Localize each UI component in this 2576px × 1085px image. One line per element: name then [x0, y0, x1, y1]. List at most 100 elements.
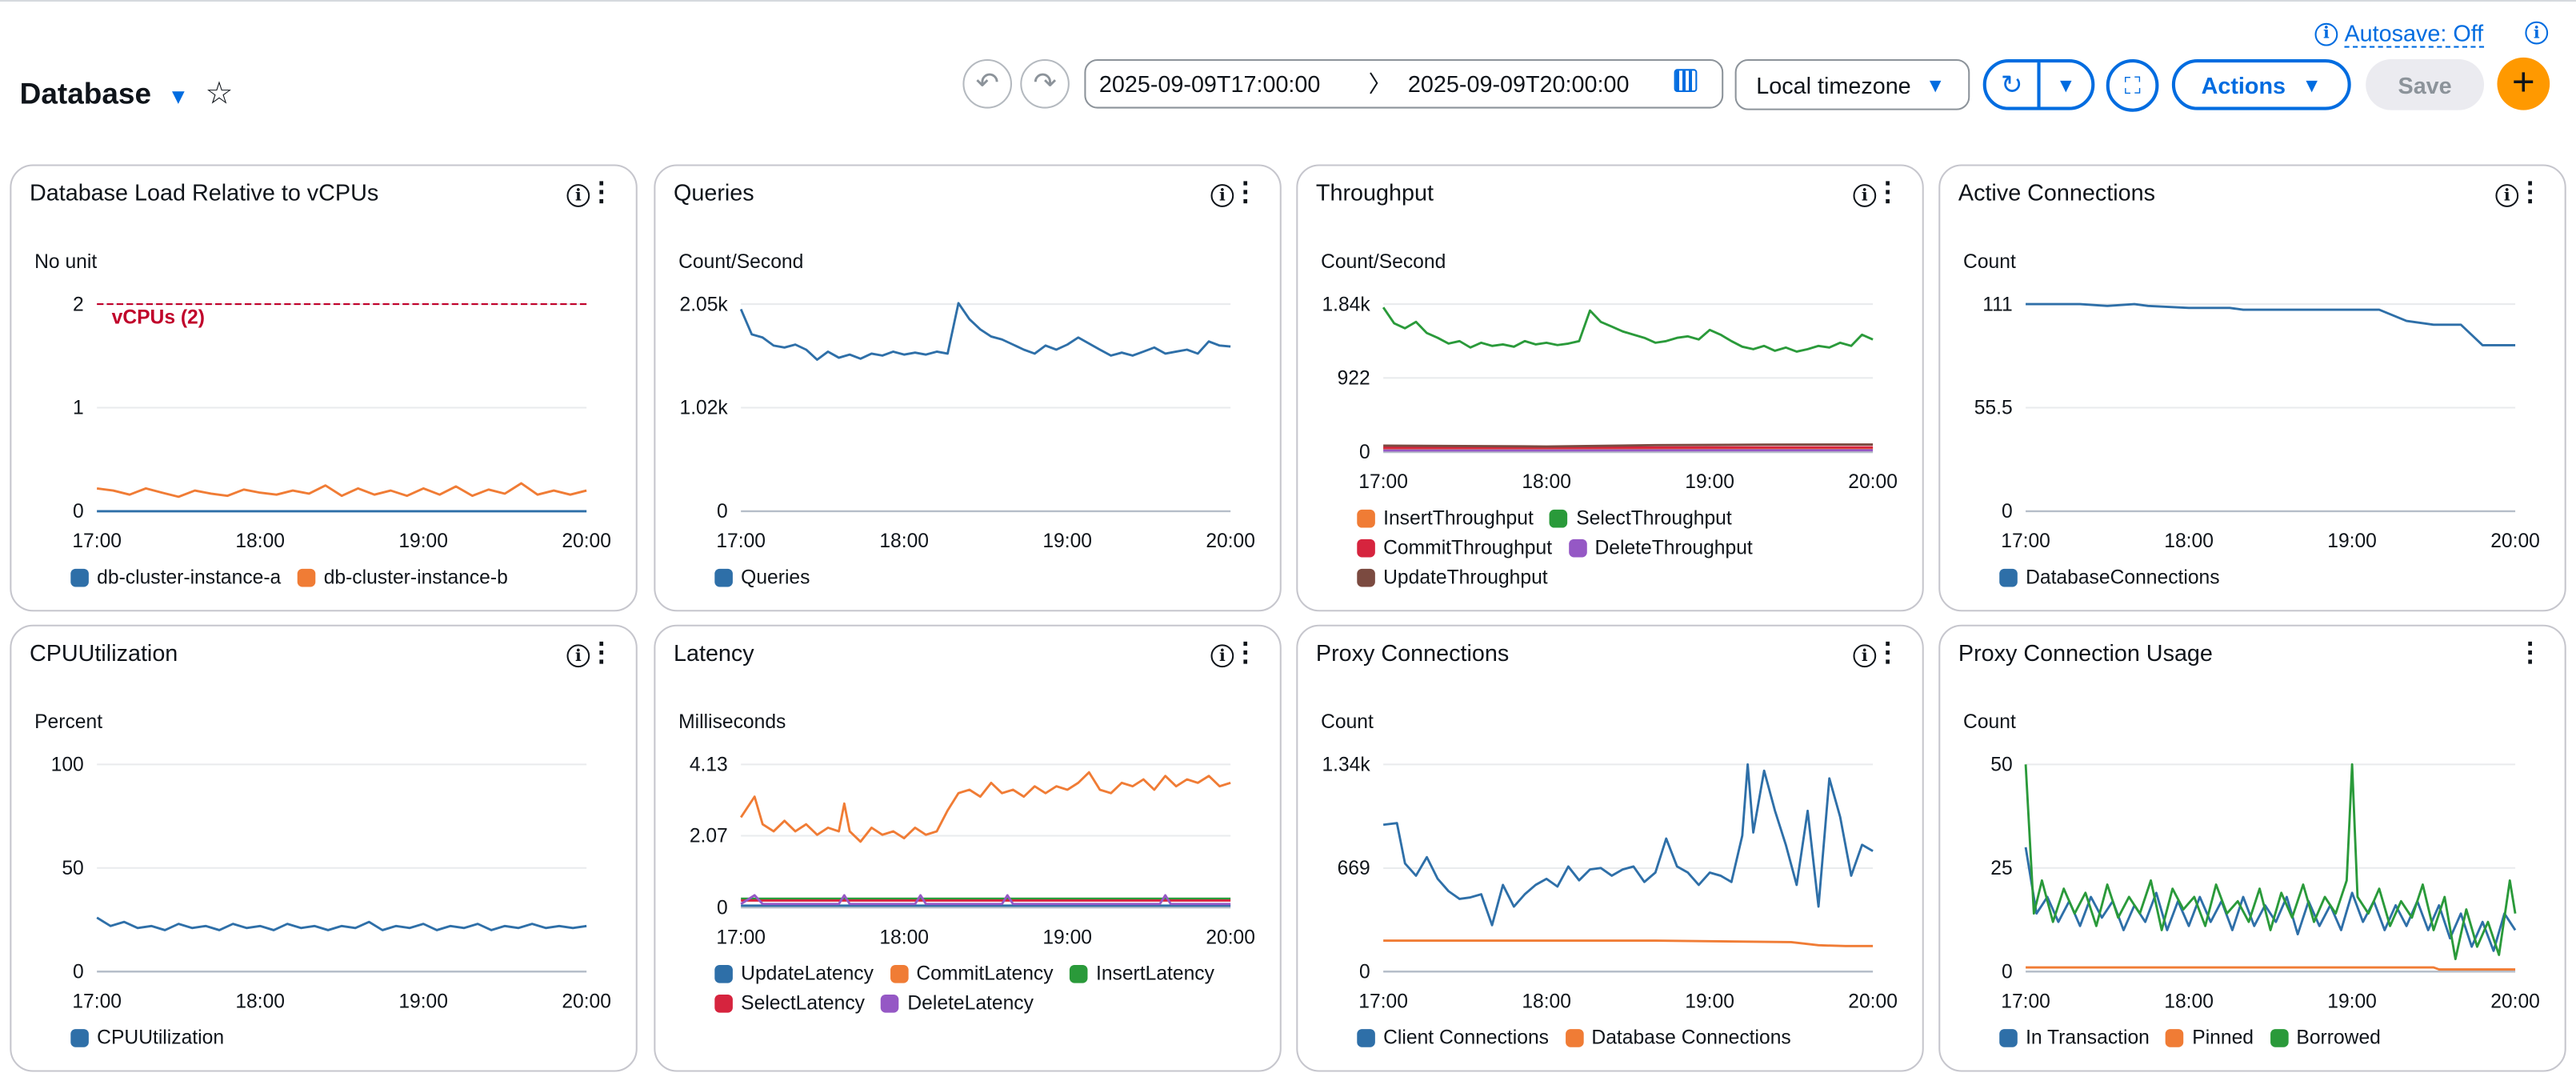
fullscreen-button[interactable]: ⛶: [2106, 58, 2159, 112]
legend-item[interactable]: SelectThroughput: [1550, 505, 1732, 531]
legend: CPUUtilization: [70, 1024, 629, 1051]
x-tick-label: 19:00: [398, 991, 448, 1012]
legend-swatch: [1357, 567, 1375, 587]
series-line-borrowed[interactable]: [2024, 763, 2517, 961]
series-line-deletelatency[interactable]: [740, 894, 1231, 906]
x-tick-label: 18:00: [879, 530, 929, 552]
legend-item[interactable]: Queries: [714, 564, 810, 591]
y-tick-label: 0: [73, 961, 84, 983]
legend-label: CommitThroughput: [1383, 535, 1553, 559]
legend-item[interactable]: db-cluster-instance-b: [297, 564, 508, 591]
legend-item[interactable]: CommitThroughput: [1357, 534, 1552, 561]
widget-queries: Queries i ⋮ Count/Second 0 1.02k 2.05k 17:00 18:…: [654, 164, 1282, 612]
legend-item[interactable]: DeleteLatency: [881, 990, 1034, 1016]
legend-label: SelectLatency: [741, 991, 865, 1015]
redo-button[interactable]: ↷: [1020, 58, 1070, 109]
legend-item[interactable]: UpdateThroughput: [1357, 564, 1548, 591]
actions-button[interactable]: Actions ▼: [2171, 58, 2351, 110]
kebab-icon[interactable]: ⋮: [588, 639, 615, 668]
kebab-icon[interactable]: ⋮: [1232, 178, 1259, 207]
series-line-queries[interactable]: [739, 302, 1231, 361]
legend-swatch: [714, 993, 733, 1012]
series-line-commitlatency[interactable]: [739, 771, 1231, 843]
info-icon[interactable]: i: [1210, 184, 1234, 207]
legend: DatabaseConnections: [1999, 564, 2558, 591]
legend-item[interactable]: DatabaseConnections: [1999, 564, 2220, 591]
info-icon[interactable]: i: [1210, 644, 1234, 668]
info-icon: i: [2314, 22, 2338, 46]
y-tick-label: 0: [2002, 501, 2013, 522]
series-line-databaseconnections[interactable]: [2026, 302, 2516, 346]
chart-plot: 0 2.07 4.13 17:00 18:00 19:00 20:00: [690, 755, 1255, 949]
series-line-db-cluster-instance-b[interactable]: [96, 482, 587, 498]
info-icon[interactable]: i: [1853, 184, 1877, 207]
info-icon[interactable]: i: [2495, 184, 2519, 207]
info-icon[interactable]: i: [566, 184, 590, 207]
legend-item[interactable]: In Transaction: [1999, 1024, 2150, 1051]
kebab-icon[interactable]: ⋮: [2517, 639, 2543, 668]
date-range-picker[interactable]: 2025-09-09T17:00:00 〉 2025-09-09T20:00:0…: [1084, 58, 1724, 109]
legend-item[interactable]: Pinned: [2166, 1024, 2254, 1051]
legend-item[interactable]: DeleteThroughput: [1568, 534, 1753, 561]
chevron-down-icon: ▼: [2056, 73, 2076, 97]
series-line-updatethroughput[interactable]: [1383, 443, 1874, 448]
series-line-client-connections[interactable]: [1382, 763, 1874, 927]
save-button[interactable]: Save: [2366, 58, 2485, 110]
y-tick-label: 0: [717, 897, 728, 919]
legend-item[interactable]: Borrowed: [2270, 1024, 2381, 1051]
chevron-down-icon[interactable]: ▼: [167, 83, 190, 109]
legend-item[interactable]: Client Connections: [1357, 1024, 1549, 1051]
autosave-toggle[interactable]: i Autosave: Off: [2314, 20, 2484, 48]
series-line-cpuutilization[interactable]: [96, 916, 587, 931]
legend: Queries: [714, 564, 1273, 591]
series-line-selectthroughput[interactable]: [1382, 306, 1874, 353]
legend-label: Client Connections: [1383, 1026, 1549, 1049]
refresh-options-button[interactable]: ▼: [2041, 62, 2092, 106]
x-tick-label: 20:00: [2490, 991, 2540, 1012]
widget-title: Proxy Connections: [1315, 639, 1510, 667]
y-axis-unit: Count: [1963, 710, 2016, 734]
refresh-icon: ↻: [2000, 71, 2023, 100]
legend: InsertThroughput SelectThroughput CommitTh…: [1357, 505, 1915, 591]
legend: In Transaction Pinned Borrowed: [1999, 1024, 2558, 1051]
kebab-icon[interactable]: ⋮: [2517, 178, 2543, 207]
info-icon[interactable]: i: [566, 644, 590, 668]
info-icon[interactable]: i: [1853, 644, 1877, 668]
legend-item[interactable]: UpdateLatency: [714, 960, 874, 987]
x-tick-label: 19:00: [1685, 991, 1734, 1012]
legend-item[interactable]: InsertThroughput: [1357, 505, 1534, 531]
legend-item[interactable]: InsertLatency: [1070, 960, 1214, 987]
legend-label: In Transaction: [2026, 1026, 2150, 1049]
star-icon[interactable]: ☆: [205, 77, 234, 112]
legend-swatch: [2270, 1028, 2289, 1047]
legend-item[interactable]: CPUUtilization: [70, 1024, 224, 1051]
legend-item[interactable]: SelectLatency: [714, 990, 865, 1016]
save-label: Save: [2398, 71, 2452, 98]
add-widget-button[interactable]: +: [2497, 57, 2550, 110]
legend-item[interactable]: Database Connections: [1565, 1024, 1791, 1051]
legend-label: CommitLatency: [916, 961, 1054, 985]
legend-item[interactable]: CommitLatency: [890, 960, 1054, 987]
y-axis-unit: Count: [1963, 250, 2016, 274]
legend-label: db-cluster-instance-a: [97, 565, 282, 589]
timezone-select[interactable]: Local timezone ▼: [1734, 58, 1970, 110]
legend-label: UpdateThroughput: [1383, 565, 1548, 589]
legend-item[interactable]: db-cluster-instance-a: [70, 564, 281, 591]
series-line-database-connections[interactable]: [1383, 939, 1874, 947]
refresh-button[interactable]: ↻: [1986, 62, 2038, 106]
undo-button[interactable]: ↶: [962, 58, 1013, 109]
kebab-icon[interactable]: ⋮: [1232, 639, 1259, 668]
x-tick-label: 17:00: [716, 530, 766, 552]
legend-swatch: [1550, 508, 1568, 527]
kebab-icon[interactable]: ⋮: [588, 178, 615, 207]
kebab-icon[interactable]: ⋮: [1874, 639, 1902, 668]
x-tick-label: 18:00: [2164, 991, 2214, 1012]
x-tick-label: 20:00: [1848, 991, 1898, 1012]
widget-title: Active Connections: [1958, 178, 2156, 206]
series-line-in-transaction[interactable]: [2024, 847, 2517, 952]
y-axis-unit: Count/Second: [678, 250, 804, 274]
info-icon[interactable]: i: [2525, 21, 2549, 45]
series-line-pinned[interactable]: [2026, 966, 2516, 971]
page-title: Database ▼ ☆: [20, 76, 234, 114]
kebab-icon[interactable]: ⋮: [1874, 178, 1902, 207]
